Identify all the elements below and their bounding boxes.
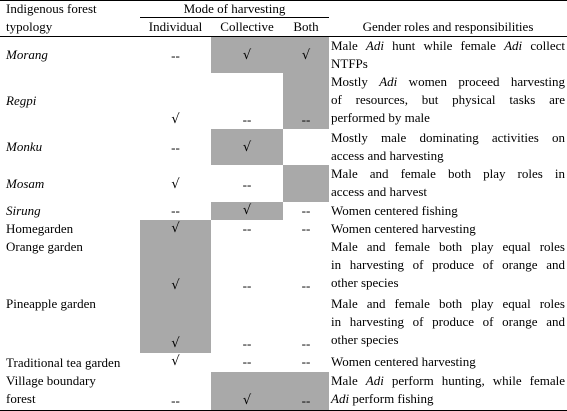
cell-collective: √ xyxy=(242,140,252,155)
shade-gardens-individual xyxy=(140,220,211,353)
cell-both: -- xyxy=(301,393,311,408)
row-name: Pineapple garden xyxy=(6,296,96,311)
adi-term: Adi xyxy=(365,38,384,53)
header-bottom-rule xyxy=(0,36,567,37)
shade-village-collective-both xyxy=(211,372,329,411)
cell-both: -- xyxy=(301,221,311,236)
adi-term: Adi xyxy=(365,373,384,388)
cell-individual: √ xyxy=(171,278,180,293)
cell-collective: -- xyxy=(242,354,252,369)
row-gender-roles: Male and female both play equal roles in … xyxy=(331,239,565,290)
header-typology-line1: Indigenous forest xyxy=(6,1,97,16)
cell-collective: -- xyxy=(242,336,252,351)
row-name: Village boundary xyxy=(6,373,96,388)
row-name: Sirung xyxy=(6,203,41,218)
cell-both: -- xyxy=(301,354,311,369)
shade-monku-collective xyxy=(211,129,283,165)
cell-individual: √ xyxy=(171,221,180,236)
cell-individual: -- xyxy=(171,203,180,218)
cell-both: √ xyxy=(301,48,311,63)
cell-individual: -- xyxy=(171,48,180,63)
cell-individual: √ xyxy=(171,354,180,369)
shade-sirung-collective xyxy=(211,202,283,220)
row-name: forest xyxy=(6,391,36,406)
row-name: Regpi xyxy=(6,93,37,108)
adi-term: Adi xyxy=(504,38,523,53)
cell-both: -- xyxy=(301,336,311,351)
row-gender-roles: Male and female both play equal roles in … xyxy=(331,296,565,347)
adi-term: Adi xyxy=(379,74,398,89)
row-gender-roles: Male Adi hunt while female Adi collect NT… xyxy=(331,38,565,71)
shade-morang-collective xyxy=(211,37,283,73)
header-gender-roles: Gender roles and responsibilities xyxy=(362,19,534,34)
row-gender-roles: Women centered harvesting xyxy=(331,221,476,236)
shade-regpi-both xyxy=(283,73,329,129)
header-mode-of-harvesting: Mode of harvesting xyxy=(183,1,286,16)
cell-collective: -- xyxy=(242,278,252,293)
cell-both: -- xyxy=(301,112,311,127)
header-typology-line2: typology xyxy=(6,19,53,34)
adi-term: Adi xyxy=(331,391,350,406)
row-gender-roles: Women centered harvesting xyxy=(331,354,476,369)
cell-individual: √ xyxy=(171,336,180,351)
row-name: Morang xyxy=(6,47,48,62)
cell-both: -- xyxy=(301,278,311,293)
shade-morang-both xyxy=(283,37,329,73)
row-name: Orange garden xyxy=(6,239,83,254)
row-gender-roles: Mostly Adi women proceed harvesting of re… xyxy=(331,74,566,125)
row-name: Monku xyxy=(6,139,43,154)
row-gender-roles: Women centered fishing xyxy=(331,203,458,218)
cell-collective: √ xyxy=(242,48,252,63)
header-collective: Collective xyxy=(220,19,274,34)
cell-collective: -- xyxy=(242,221,252,236)
cell-collective: -- xyxy=(242,112,252,127)
cell-individual: √ xyxy=(171,112,180,127)
cell-collective: √ xyxy=(242,393,252,408)
cell-collective: √ xyxy=(242,203,252,218)
row-gender-roles: Mostly male dominating activities on acce… xyxy=(331,130,565,163)
mode-group-underline xyxy=(140,17,329,18)
row-name: Homegarden xyxy=(6,221,74,236)
shade-mosam-both xyxy=(283,165,329,202)
row-gender-roles: Male and female both play roles in access… xyxy=(331,166,565,199)
header-individual: Individual xyxy=(148,19,203,34)
cell-both: -- xyxy=(301,203,311,218)
row-name: Mosam xyxy=(6,176,45,191)
cell-individual: -- xyxy=(171,140,180,155)
cell-individual: -- xyxy=(171,393,180,408)
cell-individual: √ xyxy=(171,177,180,192)
cell-collective: -- xyxy=(242,177,252,192)
header-both: Both xyxy=(293,19,319,34)
row-name: Traditional tea garden xyxy=(6,355,121,370)
top-rule xyxy=(0,0,567,1)
row-gender-roles: Male Adi perform hunting, while female Ad… xyxy=(331,373,565,406)
